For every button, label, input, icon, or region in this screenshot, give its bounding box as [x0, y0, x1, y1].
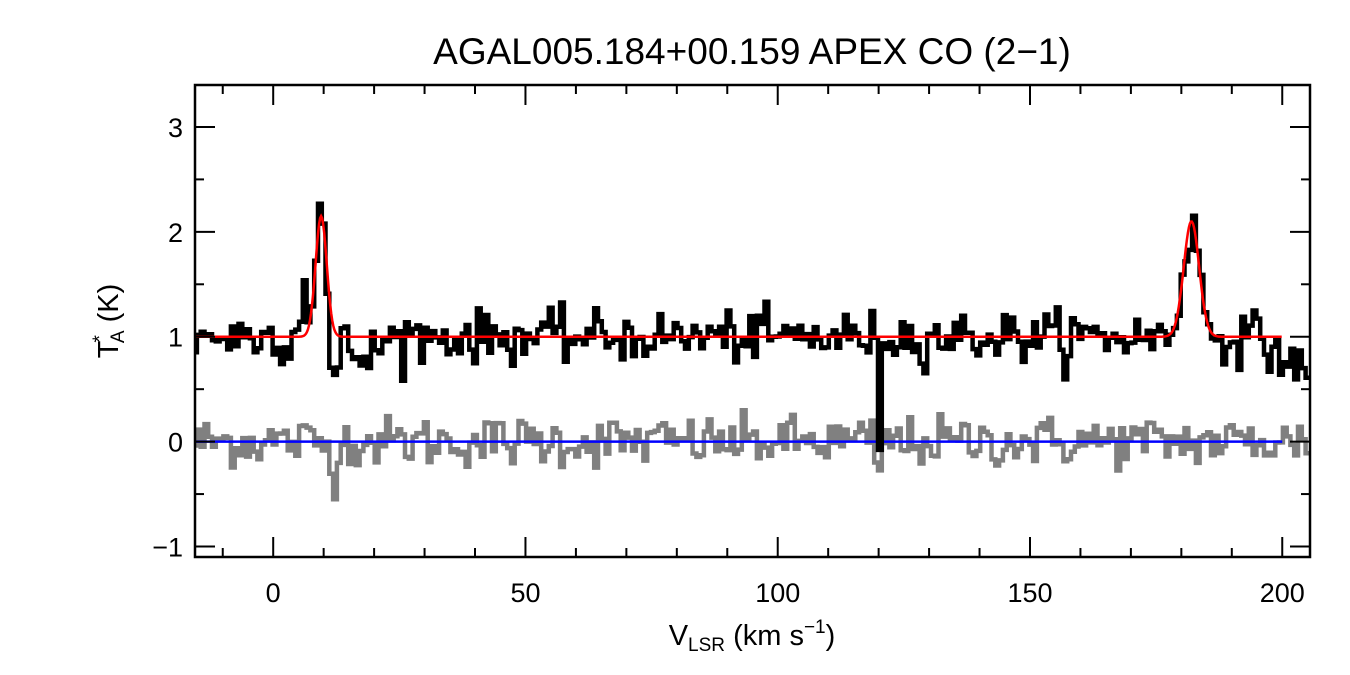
y-tick-label: −1	[152, 533, 183, 563]
residual-line	[195, 407, 1310, 502]
axis-ticks: 0 50 100 150 200 −1 0 1 2 3	[152, 85, 1310, 608]
x-tick-label: 200	[1260, 578, 1305, 608]
y-tick-label: 2	[168, 218, 183, 248]
series-group	[195, 201, 1310, 502]
x-tick-label: 50	[510, 578, 540, 608]
y-tick-label: 1	[168, 323, 183, 353]
y-tick-label: 0	[168, 428, 183, 458]
y-tick-label: 3	[168, 113, 183, 143]
spectrum-line	[195, 201, 1310, 453]
x-tick-label: 100	[755, 578, 800, 608]
x-tick-label: 0	[266, 578, 281, 608]
plot-frame	[193, 83, 1312, 559]
fit-line	[195, 213, 1282, 338]
plot-area	[195, 201, 1310, 502]
y-axis-label: T*A (K)	[90, 284, 129, 359]
chart-title: AGAL005.184+00.159 APEX CO (2−1)	[433, 31, 1071, 72]
x-tick-label: 150	[1007, 578, 1052, 608]
x-axis-label: VLSR (km s−1)	[669, 617, 836, 656]
